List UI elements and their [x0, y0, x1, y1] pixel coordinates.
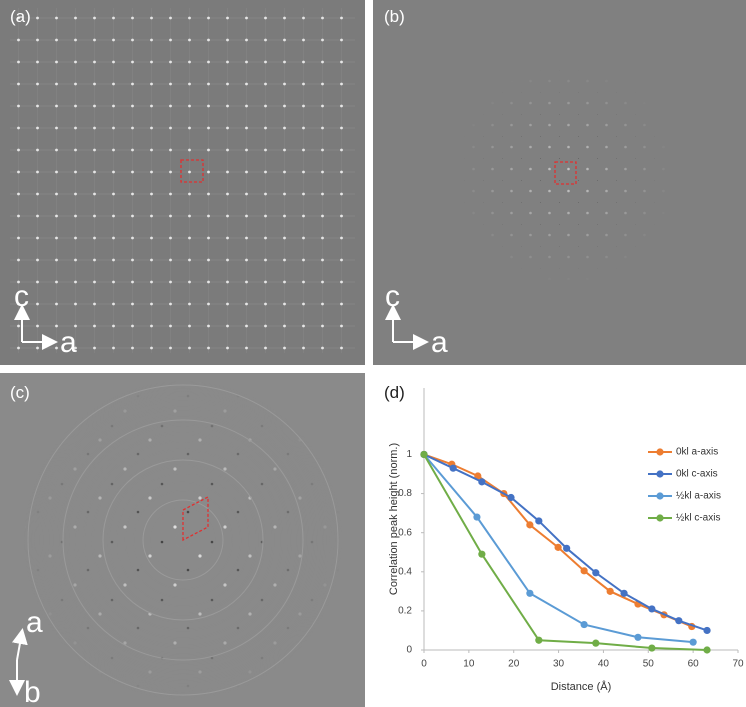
legend-marker — [656, 492, 664, 500]
series-line — [423, 453, 708, 651]
y-axis-title: Correlation peak height (norm.) — [388, 443, 400, 595]
x-tick-label: 50 — [643, 659, 655, 670]
unit-cell — [554, 161, 577, 185]
lattice-image — [373, 0, 746, 365]
legend-label: ½kl c-axis — [676, 513, 720, 524]
panel-label: (a) — [10, 7, 31, 26]
data-point — [478, 478, 486, 486]
unit-cell — [182, 495, 209, 542]
data-point — [592, 569, 600, 577]
data-point — [478, 550, 486, 558]
data-point — [648, 605, 656, 613]
x-tick-label: 20 — [508, 659, 520, 670]
y-tick-label: 0 — [406, 645, 412, 656]
data-point — [580, 567, 588, 575]
rings — [27, 384, 339, 696]
data-point — [473, 513, 481, 521]
axis-label: c — [14, 280, 29, 313]
x-tick-label: 0 — [421, 659, 427, 670]
data-point — [535, 636, 543, 644]
panel-a: (a) c a — [0, 0, 365, 365]
x-tick-label: 40 — [598, 659, 610, 670]
legend-marker — [656, 448, 664, 456]
data-point — [526, 521, 534, 529]
data-point — [526, 589, 534, 597]
legend-label: 0kl a-axis — [676, 447, 718, 458]
data-point — [592, 639, 600, 647]
panel-c: (c) a b — [0, 373, 365, 707]
x-tick-label: 60 — [688, 659, 700, 670]
y-tick-label: 0.6 — [398, 527, 412, 538]
panel-label: (d) — [384, 383, 405, 402]
y-tick-label: 1 — [406, 449, 412, 460]
series-line — [423, 453, 708, 632]
axis-label: a — [60, 326, 77, 359]
x-tick-label: 70 — [732, 659, 744, 670]
data-point — [648, 644, 656, 652]
data-point — [620, 589, 628, 597]
axis-label: c — [385, 280, 400, 313]
data-point — [606, 587, 614, 595]
data-point — [634, 633, 642, 641]
data-point — [563, 544, 571, 552]
x-tick-label: 30 — [553, 659, 565, 670]
data-point — [507, 493, 515, 502]
data-point — [580, 620, 588, 629]
x-tick-label: 10 — [463, 659, 475, 670]
data-point — [449, 464, 457, 472]
x-axis-title: Distance (Å) — [551, 680, 612, 693]
legend-label: 0kl c-axis — [676, 469, 718, 480]
data-point — [703, 626, 711, 635]
lattice-image — [10, 8, 355, 353]
data-point — [420, 450, 428, 459]
series-line — [423, 453, 694, 644]
y-tick-label: 0.4 — [398, 566, 412, 577]
panel-b: (b) c a — [373, 0, 746, 365]
axis-arrow — [12, 628, 28, 661]
data-point — [689, 638, 697, 646]
legend-label: ½kl a-axis — [676, 491, 721, 502]
axis-label: a — [431, 326, 448, 359]
data-point — [703, 646, 711, 654]
data-point — [675, 617, 683, 625]
chart: (d) Distance (Å) Correlation peak height… — [384, 383, 744, 693]
panel-label: (c) — [10, 383, 30, 402]
panel-label: (b) — [384, 7, 405, 26]
axis-label: a — [26, 606, 43, 639]
data-point — [554, 543, 562, 551]
y-tick-label: 0.2 — [398, 606, 412, 617]
axis-label: b — [24, 676, 41, 707]
y-tick-label: 0.8 — [398, 488, 412, 499]
data-point — [535, 517, 543, 525]
legend-marker — [656, 470, 664, 478]
data-point — [474, 472, 482, 480]
legend-marker — [656, 514, 664, 522]
unit-cell — [180, 159, 204, 183]
